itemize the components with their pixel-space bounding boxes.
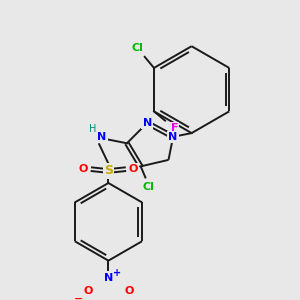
Text: O: O: [124, 286, 134, 296]
Text: N: N: [169, 132, 178, 142]
Text: H: H: [89, 124, 96, 134]
Text: O: O: [79, 164, 88, 174]
Text: O: O: [83, 286, 93, 296]
Text: O: O: [129, 164, 138, 174]
Text: N: N: [97, 132, 106, 142]
Text: F: F: [171, 123, 178, 133]
Text: S: S: [104, 164, 113, 178]
Text: N: N: [104, 273, 113, 283]
Text: +: +: [113, 268, 121, 278]
Text: Cl: Cl: [131, 43, 143, 52]
Text: Cl: Cl: [142, 182, 154, 192]
Text: −: −: [74, 293, 83, 300]
Text: N: N: [142, 118, 152, 128]
